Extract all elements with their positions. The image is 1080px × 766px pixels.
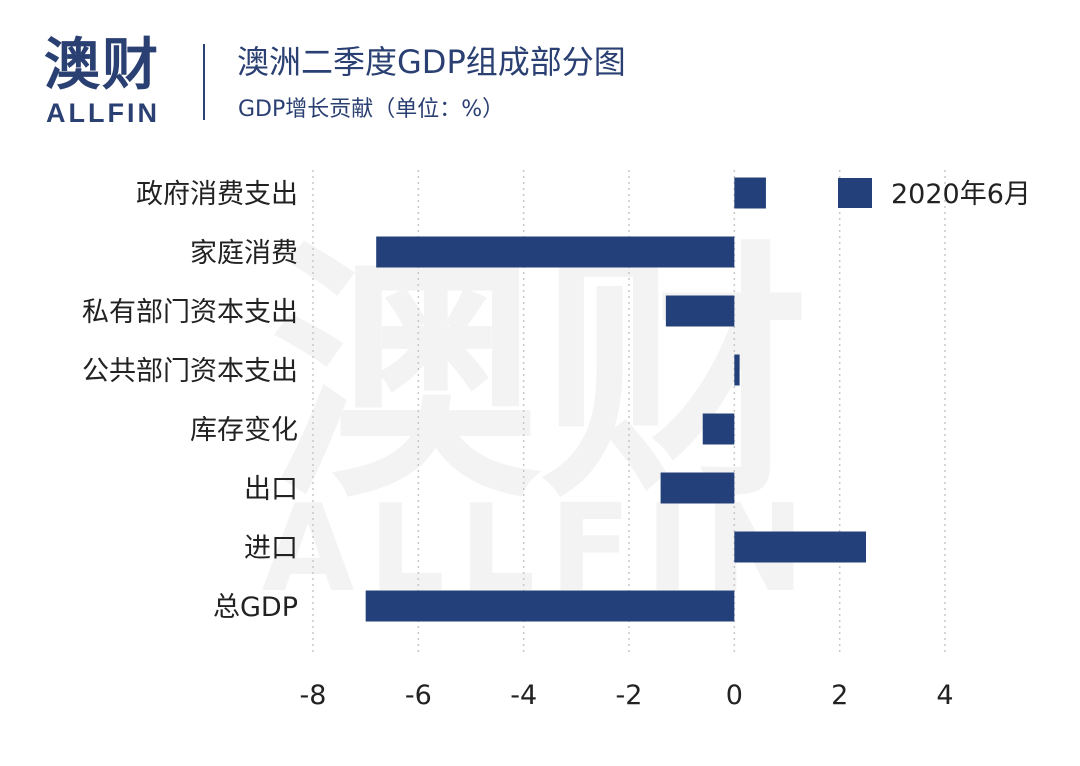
- x-tick-label: 0: [726, 680, 743, 711]
- bar: [665, 295, 735, 327]
- x-tick-label: 2: [831, 680, 848, 711]
- x-tick-label: 4: [936, 680, 953, 711]
- category-label: 出口: [244, 474, 298, 505]
- chart-subtitle: GDP增长贡献（单位：%）: [238, 97, 505, 122]
- chart-header: 澳财 ALLFIN 澳洲二季度GDP组成部分图 GDP增长贡献（单位：%）: [0, 0, 1080, 140]
- legend: 2020年6月: [838, 178, 1031, 210]
- bar: [660, 472, 735, 504]
- category-label: 家庭消费: [190, 238, 298, 269]
- brand-logo-en: ALLFIN: [46, 98, 160, 128]
- category-label: 私有部门资本支出: [82, 297, 298, 328]
- category-label: 总GDP: [213, 592, 298, 623]
- brand-logo-cn: 澳财: [44, 33, 160, 98]
- legend-swatch: [838, 178, 872, 208]
- bar: [702, 413, 735, 445]
- x-tick-label: -8: [300, 680, 327, 711]
- category-label: 公共部门资本支出: [82, 356, 298, 387]
- legend-label: 2020年6月: [891, 179, 1031, 210]
- bar: [734, 531, 866, 563]
- header-divider: [203, 44, 205, 120]
- x-tick-label: -6: [405, 680, 432, 711]
- bar: [734, 177, 766, 209]
- category-label: 进口: [244, 533, 298, 564]
- bar: [734, 354, 740, 386]
- x-tick-label: -4: [510, 680, 537, 711]
- chart-title: 澳洲二季度GDP组成部分图: [237, 43, 626, 81]
- x-tick-labels: -8 -6 -4 -2 0 2 4: [300, 680, 954, 711]
- category-label: 库存变化: [190, 415, 298, 446]
- category-label: 政府消费支出: [136, 179, 298, 210]
- bars: [365, 177, 866, 622]
- bar: [365, 590, 735, 622]
- x-tick-label: -2: [616, 680, 643, 711]
- bar: [376, 236, 735, 268]
